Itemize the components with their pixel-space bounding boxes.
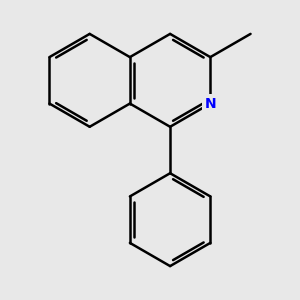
Text: N: N [205,97,216,111]
